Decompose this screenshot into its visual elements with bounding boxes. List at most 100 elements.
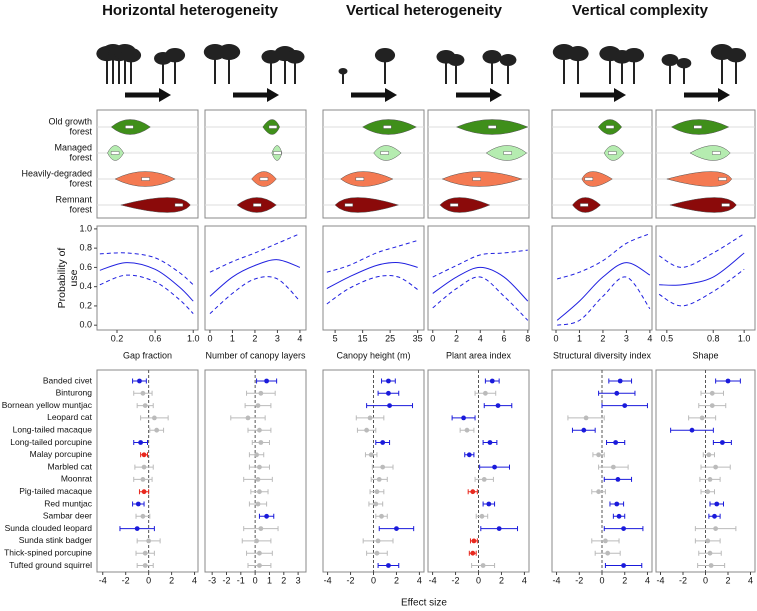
estimate-point	[141, 452, 147, 458]
arrow-head	[159, 88, 171, 102]
tree-crown	[676, 58, 692, 69]
estimate-point	[713, 526, 719, 531]
x-tick-label: 15	[358, 333, 368, 343]
curve	[658, 233, 745, 268]
estimate-point	[254, 452, 259, 458]
violin-median	[605, 125, 615, 129]
estimate-point	[712, 513, 717, 519]
violin-median	[273, 151, 282, 155]
x-tick-label: -2	[575, 575, 583, 585]
species-label: Moonrat	[61, 474, 93, 484]
panel-frame	[655, 109, 756, 219]
violin	[439, 197, 491, 213]
tree-crown	[623, 48, 645, 63]
x-tick-label: 4	[645, 575, 650, 585]
x-tick-label: -1	[237, 575, 245, 585]
violin-median	[718, 177, 727, 181]
estimate-point	[135, 501, 141, 507]
violin	[668, 197, 737, 213]
x-tick-label: -4	[656, 575, 664, 585]
x-tick-label: 0	[599, 575, 604, 585]
violin-median	[383, 125, 392, 129]
violin-median	[472, 177, 481, 181]
x-tick-label: 0	[253, 575, 258, 585]
estimate-point	[489, 378, 495, 384]
species-label: Malay porcupine	[30, 449, 93, 459]
species-label: Thick-spined porcupine	[4, 547, 92, 557]
estimate-point	[258, 390, 264, 396]
violin-median	[252, 203, 262, 207]
estimate-point	[258, 440, 264, 445]
tree-crown	[447, 54, 465, 66]
x-tick-label: 1	[577, 333, 582, 343]
curve	[326, 239, 418, 273]
arrow-head	[614, 88, 626, 102]
panel-frame	[204, 109, 307, 219]
x-tick-label: 2	[169, 575, 174, 585]
x-tick-label: 3	[296, 575, 301, 585]
x-tick-label: 4	[478, 333, 483, 343]
estimate-point	[614, 390, 620, 396]
estimate-point	[151, 415, 157, 421]
violin-median	[608, 151, 617, 155]
estimate-point	[707, 550, 713, 556]
x-tick-label: 35	[413, 333, 423, 343]
estimate-point	[394, 526, 399, 531]
panel-frame	[96, 225, 199, 331]
x-tick-label: 4	[297, 333, 302, 343]
estimate-point	[466, 452, 472, 458]
violin	[441, 171, 523, 187]
estimate-point	[481, 477, 487, 482]
panel-frame	[322, 225, 425, 331]
estimate-point	[386, 563, 391, 568]
estimate-point	[464, 427, 470, 433]
estimate-point	[257, 563, 262, 568]
tree-crown	[217, 44, 241, 60]
x-tick-label: -4	[324, 575, 332, 585]
estimate-point	[364, 427, 370, 433]
x-tick-label: 6	[502, 333, 507, 343]
species-label: Sambar deer	[43, 511, 92, 521]
x-tick-label: 1.0	[187, 333, 200, 343]
curve	[658, 268, 745, 307]
x-tick-label: 1.0	[738, 333, 751, 343]
estimate-point	[705, 489, 711, 495]
x-axis-title: Structural diversity index	[553, 350, 652, 360]
y-tick-label: 0.6	[79, 262, 92, 272]
x-tick-label: 8	[525, 333, 530, 343]
estimate-point	[610, 464, 616, 470]
estimate-point	[264, 513, 270, 519]
forest-type-label: forest	[69, 126, 92, 136]
tree-crown	[164, 48, 186, 63]
forest-type-label: Heavily-degraded	[21, 168, 92, 178]
estimate-point	[257, 489, 262, 495]
estimate-point	[257, 464, 262, 470]
estimate-point	[142, 550, 148, 556]
species-label: Banded civet	[43, 375, 93, 385]
estimate-point	[479, 513, 485, 519]
estimate-point	[622, 403, 628, 408]
tree-crown	[338, 68, 348, 75]
x-tick-label: -2	[122, 575, 130, 585]
estimate-point	[621, 563, 626, 568]
estimate-point	[141, 489, 147, 495]
violin-median	[110, 151, 120, 155]
forest-type-label: forest	[69, 204, 92, 214]
group-heading: Horizontal heterogeneity	[102, 2, 279, 19]
estimate-point	[707, 477, 713, 482]
violin-median	[355, 177, 365, 181]
y-axis-title: use	[68, 269, 80, 286]
x-axis-title: Number of canopy layers	[205, 350, 306, 360]
estimate-point	[487, 440, 493, 445]
violin	[120, 197, 191, 213]
arrow-head	[490, 88, 502, 102]
estimate-point	[376, 477, 382, 482]
estimate-point	[255, 477, 261, 482]
curve	[209, 276, 301, 315]
violin-median	[344, 203, 354, 207]
x-tick-label: 2	[394, 575, 399, 585]
y-tick-label: 1.0	[79, 223, 92, 233]
estimate-point	[368, 452, 374, 458]
tree-crown	[120, 48, 142, 63]
curve	[659, 252, 745, 286]
